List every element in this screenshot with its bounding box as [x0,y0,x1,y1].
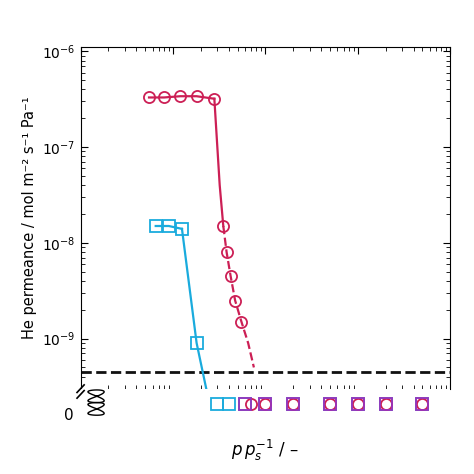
X-axis label: $p\,p_s^{-1}$ / –: $p\,p_s^{-1}$ / – [231,438,300,463]
Y-axis label: He permeance / mol m⁻² s⁻¹ Pa⁻¹: He permeance / mol m⁻² s⁻¹ Pa⁻¹ [22,97,36,339]
Text: 0: 0 [64,408,73,423]
